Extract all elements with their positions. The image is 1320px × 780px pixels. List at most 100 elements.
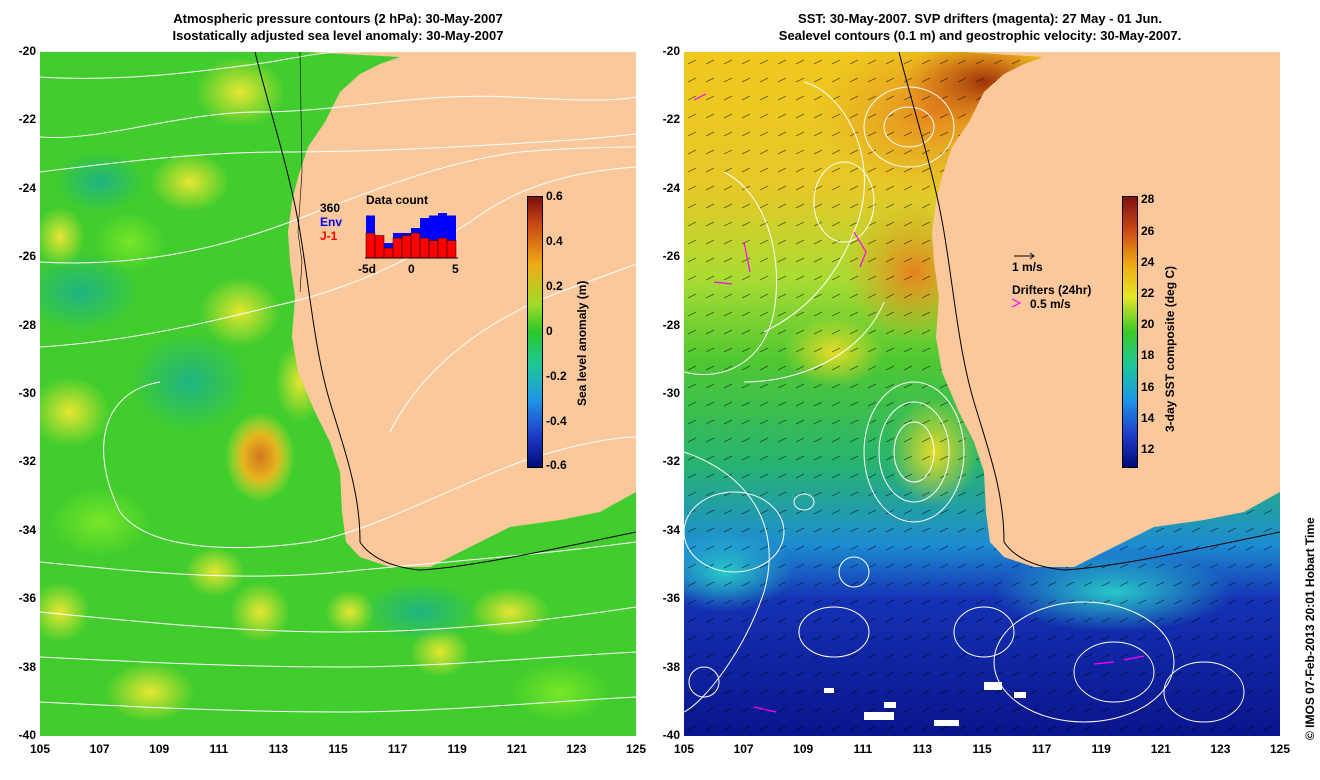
sla-tick-2: 0.2	[546, 279, 563, 293]
right-lat-tick-7: -34	[662, 522, 680, 537]
env-count-bar	[429, 215, 438, 258]
sst-tick-3: 22	[1141, 286, 1155, 300]
env-legend-label: Env	[320, 215, 342, 229]
left-title-line2: Isostatically adjusted sea level anomaly…	[172, 28, 504, 43]
j1-count-bar	[365, 232, 376, 259]
right-title-line2: Sealevel contours (0.1 m) and geostrophi…	[778, 28, 1182, 43]
shelf-break-contour	[898, 52, 1280, 571]
svp-drifter-tracks	[693, 93, 1145, 713]
left-lat-tick-5: -30	[18, 386, 36, 400]
right-lon-tick-0: 105	[673, 742, 695, 756]
velocity-scale-legend: 1 m/s Drifters (24hr) 0.5 m/s	[1011, 252, 1091, 311]
sst-tick-8: 12	[1141, 442, 1155, 456]
australia-landmass	[288, 52, 636, 567]
velocity-scale-label: 1 m/s	[1012, 260, 1043, 274]
right-lon-tick-9: 123	[1210, 742, 1231, 756]
left-lat-tick-2: -24	[18, 180, 36, 195]
sst-tick-5: 18	[1141, 348, 1155, 362]
left-lon-tick-4: 113	[268, 742, 289, 756]
sst-colorbar-label: 3-day SST composite (deg C)	[1163, 265, 1177, 432]
left-lat-tick-1: -22	[18, 112, 36, 127]
left-lon-tick-5: 115	[328, 742, 348, 756]
right-lon-tick-6: 117	[1031, 742, 1052, 756]
right-title-line1: SST: 30-May-2007. SVP drifters (magenta)…	[798, 11, 1162, 26]
left-lat-tick-7: -34	[18, 522, 36, 537]
data-count-inset: Data count 360 Env J-1 -5d 0 5	[320, 193, 459, 276]
pressure-contours	[40, 52, 636, 713]
sla-colorbar-label: Sea level anomaly (m)	[575, 280, 589, 406]
j1-count-bar	[419, 237, 430, 259]
j1-count-bar	[401, 235, 412, 259]
j1-count-bar	[446, 240, 457, 259]
right-lat-tick-2: -24	[662, 180, 680, 195]
right-lat-tick-0: -20	[662, 44, 680, 58]
left-lon-tick-9: 123	[566, 742, 587, 756]
sla-tick-4: -0.2	[546, 369, 567, 383]
sst-tick-4: 20	[1141, 317, 1155, 331]
left-lon-tick-10: 125	[625, 742, 647, 756]
right-lon-tick-1: 107	[733, 742, 754, 756]
right-map-title: SST: 30-May-2007. SVP drifters (magenta)…	[680, 10, 1280, 44]
env-count-bar	[447, 215, 456, 258]
left-lat-tick-10: -40	[18, 728, 36, 742]
data-count-value: 360	[320, 201, 340, 215]
sst-tick-6: 16	[1141, 380, 1155, 394]
right-lon-tick-2: 109	[793, 742, 814, 756]
sla-tick-0: 0.6	[546, 189, 563, 203]
sst-tick-7: 14	[1141, 411, 1155, 425]
left-lon-tick-0: 105	[29, 742, 51, 756]
j1-count-bar	[392, 237, 403, 259]
right-lat-tick-4: -28	[662, 317, 680, 332]
j1-count-bar	[374, 235, 385, 259]
right-lon-tick-5: 115	[972, 742, 992, 756]
right-lon-tick-3: 111	[853, 742, 873, 756]
sst-map[interactable]: 1 m/s Drifters (24hr) 0.5 m/s	[684, 52, 1280, 736]
sea-level-anomaly-map[interactable]: Data count 360 Env J-1 -5d 0 5	[40, 52, 636, 736]
sst-tick-1: 26	[1141, 224, 1155, 238]
histogram-axis-label-mid: 0	[408, 262, 415, 276]
right-lat-tick-5: -30	[662, 386, 680, 400]
right-lat-tick-6: -32	[662, 454, 680, 469]
shelf-break-contour	[254, 52, 636, 571]
right-lon-tick-7: 119	[1091, 742, 1111, 756]
sla-tick-1: 0.4	[546, 234, 563, 248]
coastline-detail	[297, 52, 303, 293]
sla-colorbar	[527, 196, 543, 468]
j1-legend-label: J-1	[320, 229, 338, 243]
j1-count-bar	[428, 240, 439, 259]
left-lon-tick-6: 117	[387, 742, 408, 756]
left-lon-tick-2: 109	[149, 742, 170, 756]
left-lon-tick-8: 121	[506, 742, 527, 756]
sst-tick-2: 24	[1141, 255, 1155, 269]
drifters-legend-label: Drifters (24hr)	[1012, 283, 1091, 297]
sla-tick-6: -0.6	[546, 458, 567, 472]
left-title-line1: Atmospheric pressure contours (2 hPa): 3…	[173, 11, 503, 26]
j1-count-bar	[383, 247, 394, 259]
histogram-axis-label-left: -5d	[358, 262, 376, 276]
env-count-bar	[438, 213, 447, 258]
data-count-title: Data count	[366, 193, 428, 207]
sst-tick-0: 28	[1141, 192, 1155, 206]
sla-tick-5: -0.4	[546, 414, 567, 428]
sealevel-contours	[684, 81, 1245, 723]
drifter-scale-label: 0.5 m/s	[1030, 297, 1071, 311]
left-lon-tick-1: 107	[89, 742, 110, 756]
right-lon-tick-10: 125	[1269, 742, 1291, 756]
right-lat-tick-3: -26	[662, 249, 680, 264]
right-lat-tick-8: -36	[662, 591, 680, 606]
drifter-legend-arrow-icon	[1011, 298, 1022, 308]
histogram-axis-label-right: 5	[452, 262, 459, 276]
right-lat-tick-10: -40	[662, 728, 680, 742]
j1-count-bar	[437, 237, 448, 259]
left-lat-tick-3: -26	[18, 249, 36, 264]
australia-landmass	[932, 52, 1280, 567]
left-lat-tick-4: -28	[18, 317, 36, 332]
left-lat-tick-9: -38	[18, 659, 36, 674]
left-lat-tick-6: -32	[18, 454, 36, 469]
sla-tick-3: 0	[546, 324, 553, 338]
anomaly-blobs	[40, 57, 610, 722]
right-lon-tick-4: 113	[912, 742, 933, 756]
left-lat-tick-8: -36	[18, 591, 36, 606]
right-lat-tick-1: -22	[662, 112, 680, 127]
cloud-mask-patches	[824, 682, 1026, 726]
